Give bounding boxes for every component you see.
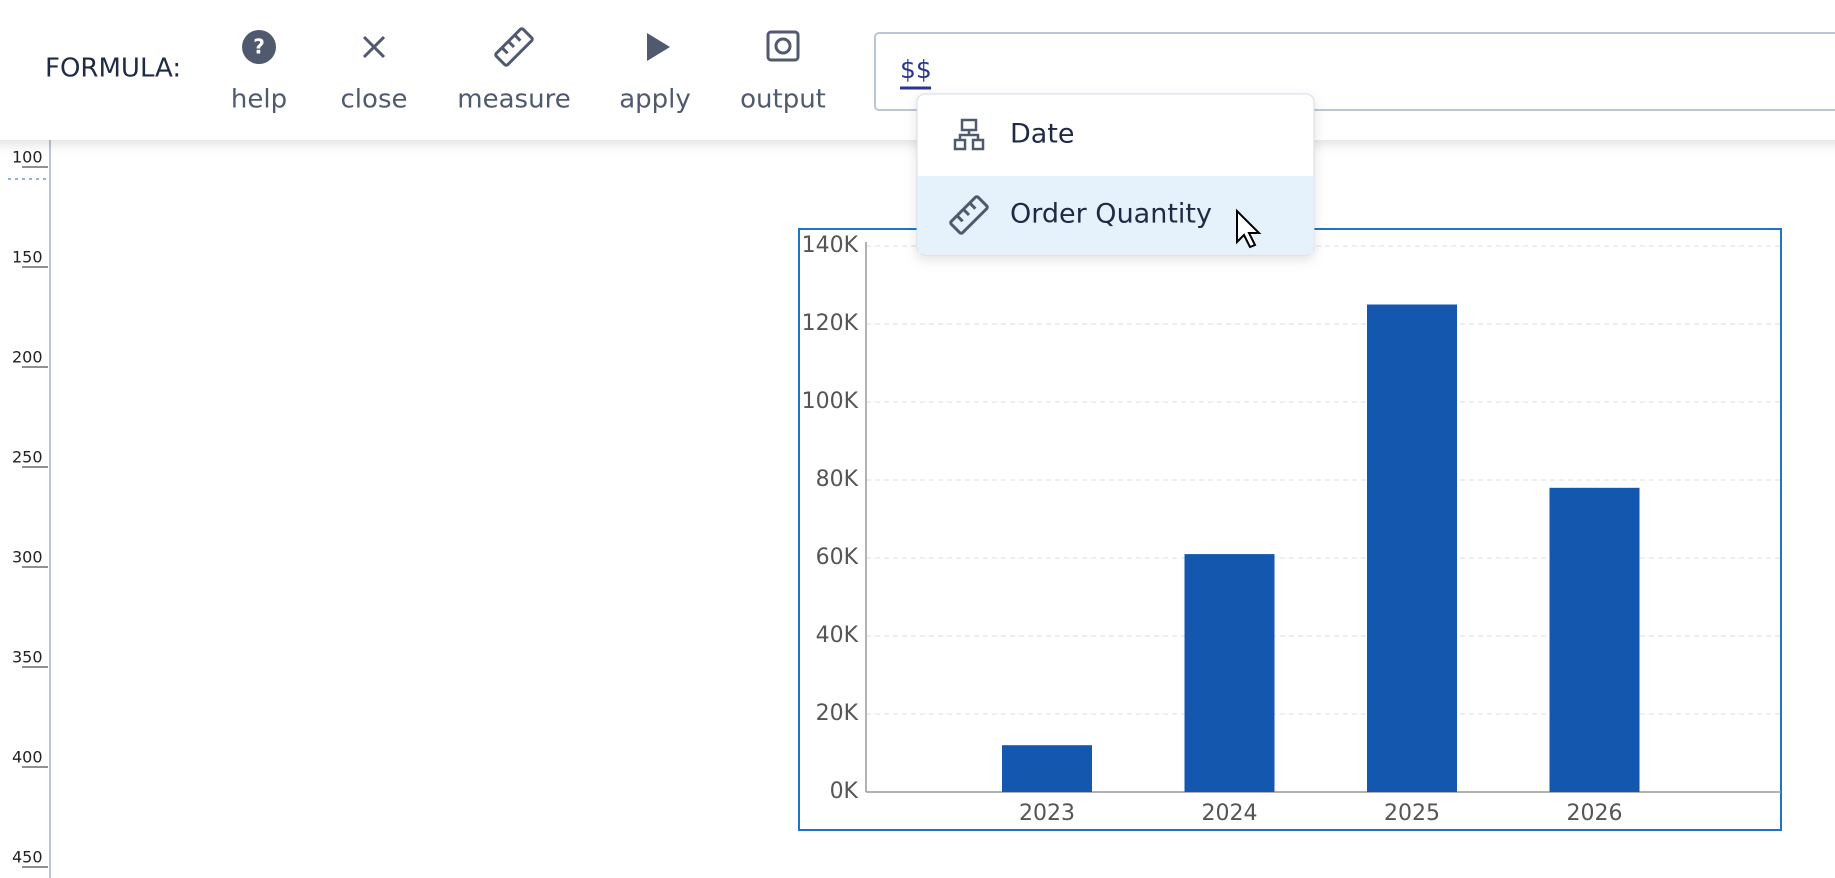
bar	[1549, 487, 1640, 792]
button-label[interactable]: close	[341, 85, 408, 115]
help-icon[interactable]: ?	[242, 30, 276, 64]
ruler-label: 400	[12, 748, 43, 767]
ruler-label: 250	[12, 448, 43, 467]
y-tick-label: 40K	[816, 623, 859, 648]
toolbar-label: FORMULA:	[45, 54, 181, 84]
ruler-label: 300	[12, 548, 43, 567]
output-icon[interactable]	[766, 30, 800, 62]
button-label[interactable]: measure	[457, 85, 570, 115]
button-label[interactable]: apply	[619, 85, 691, 115]
y-tick-label: 80K	[816, 467, 859, 492]
x-tick-label: 2025	[1384, 801, 1440, 826]
y-tick-label: 120K	[802, 311, 859, 336]
ruler-label: 200	[12, 348, 43, 367]
svg-text:?: ?	[253, 35, 265, 59]
ruler-label: 100	[12, 148, 43, 167]
menu-item[interactable]: Order Quantity	[1010, 199, 1212, 230]
y-tick-label: 20K	[816, 701, 859, 726]
x-tick-label: 2023	[1019, 801, 1075, 826]
cursor	[1236, 208, 1262, 249]
close-icon[interactable]	[362, 35, 386, 59]
ruler-label: 150	[12, 248, 43, 267]
x-tick-label: 2026	[1567, 801, 1623, 826]
measure-icon[interactable]	[494, 27, 534, 67]
measure-icon	[949, 195, 989, 235]
bar	[1367, 304, 1457, 792]
y-tick-label: 0K	[830, 779, 859, 804]
y-tick-label: 140K	[802, 233, 859, 258]
button-label[interactable]: output	[740, 85, 826, 115]
y-tick-label: 60K	[816, 545, 859, 570]
chart: 0K 20K 40K 60K 80K 100K 120K 140K 2023 2024 2025 20…	[802, 233, 1781, 826]
hierarchy-icon	[953, 118, 985, 151]
y-tick-label: 100K	[802, 389, 859, 414]
bar	[1184, 554, 1275, 792]
x-tick-label: 2024	[1202, 801, 1258, 826]
menu-item[interactable]: Date	[1010, 119, 1075, 150]
ruler: 100 150 200 250 300 350 400 450	[12, 148, 48, 868]
ruler-label: 350	[12, 648, 43, 667]
formula-input[interactable]	[874, 32, 1835, 111]
apply-icon[interactable]	[647, 33, 670, 61]
ruler-label: 450	[12, 848, 43, 867]
button-label[interactable]: help	[231, 85, 287, 115]
formula-text: $$	[900, 55, 932, 84]
bar	[1002, 745, 1092, 792]
